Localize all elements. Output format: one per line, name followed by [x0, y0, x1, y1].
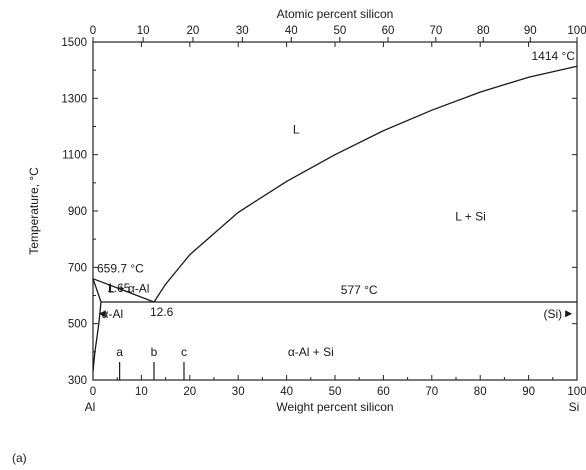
panel-label: (a) [12, 451, 27, 465]
x2-tick-label: 70 [429, 25, 442, 37]
y-tick-label: 500 [68, 319, 87, 331]
y-tick-label: 1300 [61, 93, 87, 105]
x-tick-label: 70 [425, 386, 438, 398]
annotation-label: 659.7 °C [97, 262, 144, 276]
region-label: L [293, 122, 300, 136]
annotation-label: 1.65 [107, 281, 131, 295]
x-tick-label: 60 [377, 386, 390, 398]
y-axis-title: Temperature, °C [27, 167, 41, 255]
x-axis-title: Weight percent silicon [276, 400, 393, 414]
region-label: (Si) [543, 307, 562, 321]
x2-tick-label: 30 [236, 25, 249, 37]
x2-tick-label: 80 [477, 25, 490, 37]
annotation-label: 577 °C [341, 283, 378, 297]
plot-frame [92, 41, 578, 381]
x2-tick-label: 50 [333, 25, 346, 37]
x2-tick-label: 90 [524, 25, 537, 37]
endpoint-label-al: Al [85, 400, 96, 414]
x-tick-label: 30 [232, 386, 245, 398]
composition-marker-label: b [151, 345, 158, 359]
x-tick-label: 100 [567, 386, 586, 398]
series-line-solidus-al [92, 278, 102, 303]
region-label: L + Si [455, 210, 486, 224]
alpha-al-arrow [98, 310, 106, 318]
region-label: α-Al + Si [288, 345, 334, 359]
x2-axis-title: Atomic percent silicon [277, 7, 394, 21]
x2-tick-label: 60 [382, 25, 395, 37]
y-tick-label: 1100 [62, 150, 87, 162]
y-tick-label: 300 [68, 375, 87, 387]
x2-tick-label: 100 [567, 25, 586, 37]
x-tick-label: 10 [135, 386, 148, 398]
x2-tick-label: 40 [285, 25, 298, 37]
y-tick-label: 700 [68, 262, 87, 274]
region-label: L + α-Al [108, 281, 150, 295]
y-tick-label: 900 [68, 206, 87, 218]
x2-tick-label: 0 [90, 25, 96, 37]
annotation-label: 1414 °C [532, 49, 576, 63]
series-line-liquidus-si-side [153, 65, 578, 303]
series-line-solvus-al [92, 301, 102, 372]
si-arrow [565, 310, 573, 318]
x-tick-label: 40 [280, 386, 293, 398]
series-line-liquidus-al-side [92, 278, 155, 303]
annotation-label: 12.6 [150, 305, 174, 319]
region-label: α-Al [102, 307, 124, 321]
composition-marker-label: a [116, 345, 123, 359]
x-tick-label: 90 [522, 386, 535, 398]
x2-tick-label: 20 [187, 25, 200, 37]
x-tick-label: 80 [474, 386, 487, 398]
x2-tick-label: 10 [137, 25, 150, 37]
endpoint-label-si: Si [569, 400, 580, 414]
x-tick-label: 50 [329, 386, 342, 398]
x-tick-label: 0 [90, 386, 96, 398]
composition-marker-label: c [181, 345, 187, 359]
x-tick-label: 20 [183, 386, 196, 398]
y-tick-label: 1500 [61, 37, 87, 49]
